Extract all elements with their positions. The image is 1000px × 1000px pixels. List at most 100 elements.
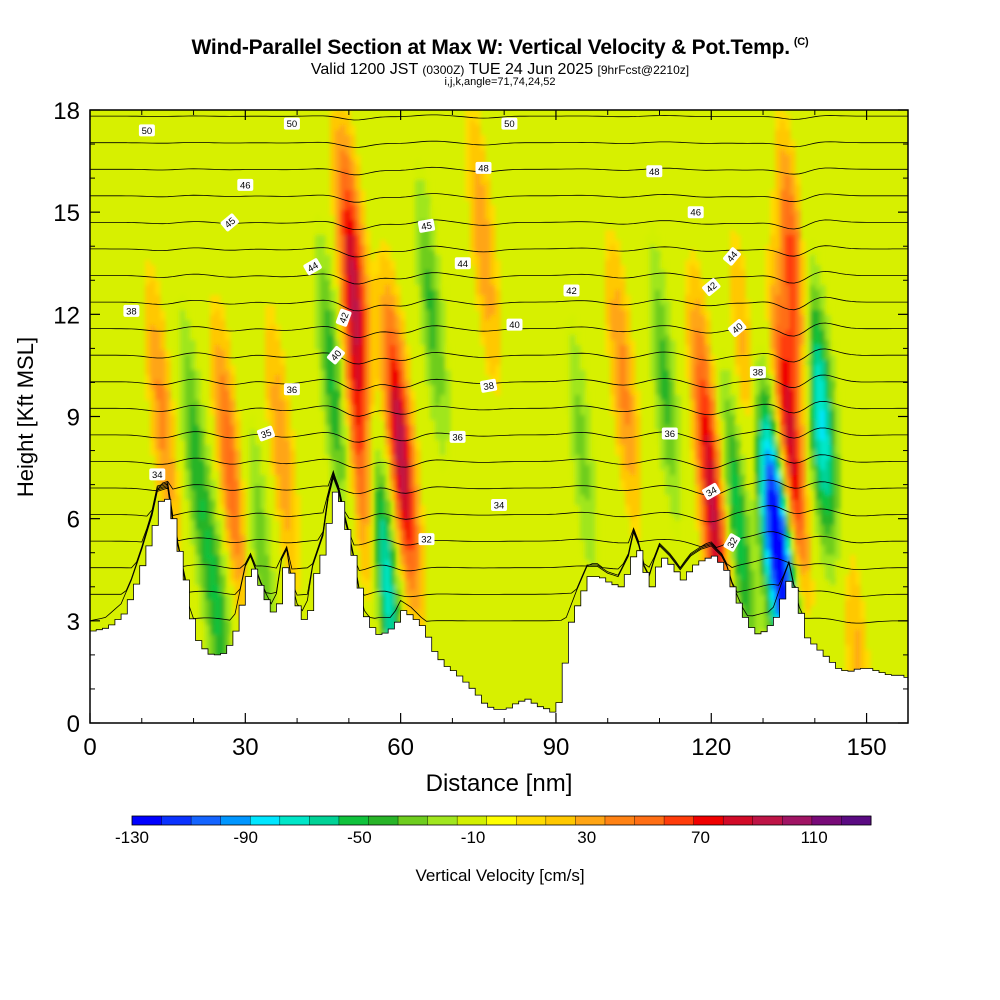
colorbar-tick-label: -50 — [347, 828, 372, 847]
colorbar-tick-label: 30 — [577, 828, 596, 847]
valid-time: Valid 1200 JST — [310, 61, 418, 78]
contour-label-text: 48 — [478, 163, 489, 174]
contour-labels: 34 35 36 38 44 45 46 50 50 42 40 45 44 48 50 42 40 38 36 34… — [123, 117, 766, 552]
contour-label: 34 — [702, 482, 721, 500]
contour-label-text: 46 — [690, 208, 701, 219]
contour-label-text: 34 — [704, 485, 719, 500]
contour-label-text: 38 — [753, 368, 764, 379]
contour-label-box — [723, 533, 741, 552]
contour-label: 36 — [283, 383, 300, 396]
grid-info: i,j,k,angle=71,74,24,52 — [444, 76, 556, 88]
x-tick-label: 150 — [847, 734, 887, 761]
contour-label: 34 — [491, 499, 507, 512]
contour-label-box — [283, 117, 300, 130]
contour-label-text: 36 — [665, 429, 676, 440]
x-axis-label: Distance [nm] — [426, 770, 573, 797]
contour-label-box — [646, 165, 663, 178]
contour-label: 48 — [475, 161, 492, 174]
y-tick-label: 6 — [67, 507, 80, 534]
contour-label-text: 36 — [452, 432, 463, 443]
colorbar-swatch — [457, 816, 488, 825]
contour-label-box — [237, 178, 254, 191]
contour-label: 32 — [418, 533, 435, 546]
isentrope-51 — [90, 89, 908, 93]
x-tick-label: 120 — [691, 734, 731, 761]
plot-area: 34 35 36 38 44 45 46 50 50 42 40 45 44 48 50 42 40 38 36 34… — [89, 89, 909, 724]
colorbar-frame — [131, 815, 872, 826]
contour-label: 38 — [749, 366, 766, 379]
isentrope-45 — [90, 245, 908, 258]
contour-label-box — [661, 427, 678, 440]
colorbar-tick-label: -90 — [233, 828, 258, 847]
contour-label-box — [506, 318, 523, 331]
x-tick-label: 30 — [232, 734, 259, 761]
colorbar-swatch — [191, 816, 222, 825]
isentrope-36 — [90, 469, 908, 496]
contour-label-box — [702, 482, 721, 500]
colorbar-tick-label: 110 — [801, 828, 828, 847]
contour-label-text: 50 — [287, 119, 298, 130]
y-tick-label: 9 — [67, 405, 80, 432]
contour-label-box — [335, 308, 352, 327]
isentrope-48 — [90, 166, 908, 176]
contour-label-box — [303, 258, 322, 276]
colorbar-swatch — [427, 816, 458, 825]
contour-label: 38 — [479, 378, 498, 393]
contour-label-text: 50 — [504, 119, 515, 130]
contour-label-text: 32 — [725, 536, 740, 551]
contour-label: 40 — [326, 346, 345, 365]
colorbar-swatch — [634, 816, 665, 825]
contour-label: 36 — [661, 427, 678, 440]
contour-label: 48 — [646, 165, 663, 178]
chart-title: Wind-Parallel Section at Max W: Vertical… — [0, 36, 1000, 60]
contour-label-text: 44 — [306, 260, 321, 275]
contour-label-text: 42 — [338, 311, 352, 325]
contour-label-box — [479, 378, 498, 393]
isentrope-42 — [90, 322, 908, 339]
isentrope-31 — [90, 476, 908, 624]
contour-label-box — [728, 319, 747, 337]
contour-label: 44 — [303, 258, 322, 276]
x-tick-label: 0 — [83, 734, 96, 761]
contour-label-box — [563, 284, 580, 297]
colorbar-swatch — [811, 816, 842, 825]
isentrope-37 — [90, 454, 908, 470]
contour-label: 40 — [506, 318, 523, 331]
contour-label: 44 — [723, 247, 741, 266]
colorbar-swatch — [693, 816, 724, 825]
colorbar-swatch — [782, 816, 813, 825]
contour-label-box — [749, 366, 766, 379]
contour-label: 35 — [256, 425, 276, 441]
contour-label-box — [687, 206, 704, 219]
colorbar-swatch — [575, 816, 606, 825]
colorbar-swatch — [516, 816, 547, 825]
isentrope-39 — [90, 400, 908, 417]
isentrope-35 — [90, 471, 908, 523]
contour-label-box — [220, 213, 239, 232]
contour-label: 45 — [417, 218, 436, 233]
contour-label-text: 44 — [458, 259, 469, 270]
forecast-info: [9hrFcst@2210z] — [597, 63, 690, 77]
contour-label: 42 — [563, 284, 580, 297]
contour-label: 42 — [702, 278, 721, 297]
contour-label-box — [417, 218, 436, 233]
contour-label: 38 — [123, 304, 140, 317]
isentrope-41 — [90, 348, 908, 365]
contour-label-box — [283, 383, 300, 396]
contour-label-box — [149, 468, 166, 481]
colorbar-swatch — [250, 816, 281, 825]
isentrope-44 — [90, 270, 908, 285]
contour-label-box — [501, 117, 518, 130]
contour-label-box — [454, 257, 471, 270]
y-tick-label: 12 — [53, 302, 80, 329]
x-tick-label: 90 — [543, 734, 570, 761]
contour-label-box — [418, 533, 435, 546]
y-axis-label: Height [Kft MSL] — [13, 337, 38, 497]
valid-date: TUE 24 Jun 2025 — [468, 61, 594, 78]
isentrope-43 — [90, 296, 908, 312]
contour-label: 34 — [149, 468, 166, 481]
colorbar-swatch — [545, 816, 576, 825]
isentrope-33 — [90, 473, 908, 572]
contour-label: 32 — [723, 533, 741, 552]
contour-label: 42 — [335, 308, 352, 327]
